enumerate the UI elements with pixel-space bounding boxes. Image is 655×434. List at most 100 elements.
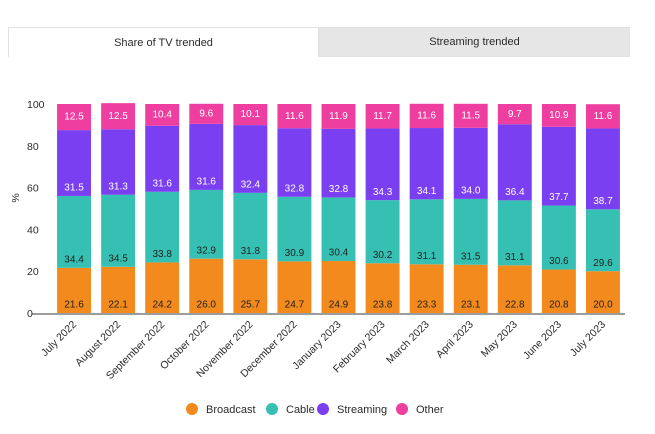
bar-streaming [145, 125, 180, 192]
data-label-broadcast: 23.3 [417, 300, 437, 311]
legend-label-other: Other [416, 404, 444, 416]
data-label-broadcast: 23.8 [373, 300, 393, 311]
bar-broadcast [101, 266, 136, 313]
bar-broadcast [277, 261, 312, 313]
legend-item-cable: Cable [266, 403, 315, 416]
bar-cable [101, 194, 136, 267]
bar-streaming [453, 127, 488, 199]
x-tick-label: March 2023 [384, 319, 432, 367]
bar-broadcast [145, 262, 180, 313]
bar-broadcast [409, 264, 444, 313]
legend-marker-cable [266, 403, 278, 415]
data-label-streaming: 31.6 [152, 178, 172, 189]
data-label-streaming: 37.7 [549, 192, 569, 203]
bar-streaming [57, 130, 92, 196]
bar-streaming [409, 128, 444, 200]
data-label-broadcast: 20.0 [593, 300, 613, 311]
data-label-cable: 31.8 [241, 246, 261, 257]
data-label-streaming: 34.1 [417, 186, 437, 197]
bar-cable [585, 209, 620, 272]
data-label-broadcast: 25.7 [241, 300, 261, 311]
bar-other [453, 103, 488, 128]
data-label-cable: 34.5 [108, 253, 128, 264]
data-label-other: 11.6 [417, 111, 436, 122]
bar-other [541, 104, 576, 127]
bar-cable [189, 189, 224, 259]
data-label-other: 11.6 [285, 111, 304, 122]
bar-group-june-2023: 20.8 30.6 37.7 10.9 [541, 104, 576, 313]
legend-label-broadcast: Broadcast [206, 404, 256, 416]
data-label-cable: 32.9 [197, 245, 217, 256]
bar-cable [145, 191, 180, 263]
data-label-other: 10.1 [241, 109, 261, 120]
bar-group-may-2023: 22.8 31.1 36.4 9.7 [497, 104, 532, 313]
y-tick-label: 80 [27, 141, 39, 153]
legend-marker-broadcast [186, 403, 198, 415]
y-tick-label: 20 [27, 266, 39, 278]
legend-item-broadcast: Broadcast [186, 403, 256, 416]
bar-cable [277, 196, 312, 262]
bar-other [189, 103, 224, 124]
plot-area: 21.6 34.4 31.5 12.5 22.1 34.5 31.3 12.5 24.2 33.8… [57, 103, 620, 313]
bar-broadcast [541, 269, 576, 313]
bar-group-july-2022: 21.6 34.4 31.5 12.5 [57, 104, 92, 313]
y-tick-label: 100 [27, 99, 45, 111]
data-label-cable: 33.8 [152, 249, 172, 260]
legend: Broadcast Cable Streaming Other [186, 403, 444, 416]
data-label-broadcast: 24.7 [285, 300, 305, 311]
bar-group-august-2022: 22.1 34.5 31.3 12.5 [101, 103, 136, 313]
bar-streaming [101, 129, 136, 195]
bar-streaming [497, 124, 532, 201]
data-label-other: 12.5 [64, 112, 84, 123]
bar-streaming [189, 123, 224, 190]
bar-broadcast [453, 264, 488, 313]
data-label-streaming: 34.0 [461, 186, 481, 197]
bar-other [145, 104, 180, 126]
x-tick-label: June 2023 [521, 319, 564, 362]
data-label-broadcast: 24.2 [152, 300, 172, 311]
bar-streaming [365, 128, 400, 201]
tab-share-of-tv-trended[interactable]: Share of TV trended [8, 27, 319, 57]
data-label-other: 9.7 [508, 109, 522, 120]
y-tick-label: 40 [27, 224, 39, 236]
data-label-broadcast: 23.1 [461, 300, 481, 311]
data-label-other: 11.9 [329, 111, 348, 122]
data-label-streaming: 31.6 [197, 177, 217, 188]
data-label-cable: 30.9 [285, 248, 305, 259]
bar-broadcast [365, 263, 400, 313]
legend-marker-other [396, 403, 408, 415]
data-label-streaming: 31.3 [108, 181, 128, 192]
bar-broadcast [189, 258, 224, 313]
x-tick-label: May 2023 [479, 319, 520, 360]
bar-cable [321, 197, 356, 261]
bar-other [409, 103, 444, 129]
y-tick-label: 60 [27, 183, 39, 195]
bar-broadcast [233, 259, 268, 313]
data-label-streaming: 31.5 [64, 183, 84, 194]
bar-other [233, 104, 268, 126]
data-label-cable: 34.4 [64, 255, 84, 266]
bar-group-february-2023: 23.8 30.2 34.3 11.7 [365, 104, 400, 313]
data-label-streaming: 38.7 [593, 196, 613, 207]
bar-broadcast [321, 260, 356, 313]
data-label-other: 10.4 [152, 110, 172, 121]
data-label-streaming: 32.8 [329, 184, 349, 195]
data-label-broadcast: 24.9 [329, 300, 349, 311]
bar-other [497, 104, 532, 125]
bar-group-april-2023: 23.1 31.5 34.0 11.5 [453, 103, 488, 313]
bar-group-december-2022: 24.7 30.9 32.8 11.6 [277, 104, 312, 313]
x-tick-label: July 2022 [39, 319, 79, 359]
bar-cable [497, 200, 532, 266]
x-tick-label: April 2023 [434, 319, 476, 361]
data-label-broadcast: 20.8 [549, 300, 569, 311]
data-label-cable: 31.5 [461, 251, 481, 262]
data-label-other: 11.6 [594, 111, 613, 122]
legend-marker-streaming [317, 403, 329, 415]
tab-streaming-trended[interactable]: Streaming trended [319, 27, 630, 57]
data-label-other: 10.9 [549, 110, 569, 121]
bar-cable [233, 192, 268, 260]
bar-group-november-2022: 25.7 31.8 32.4 10.1 [233, 104, 268, 313]
y-tick-label: 0 [27, 308, 33, 320]
